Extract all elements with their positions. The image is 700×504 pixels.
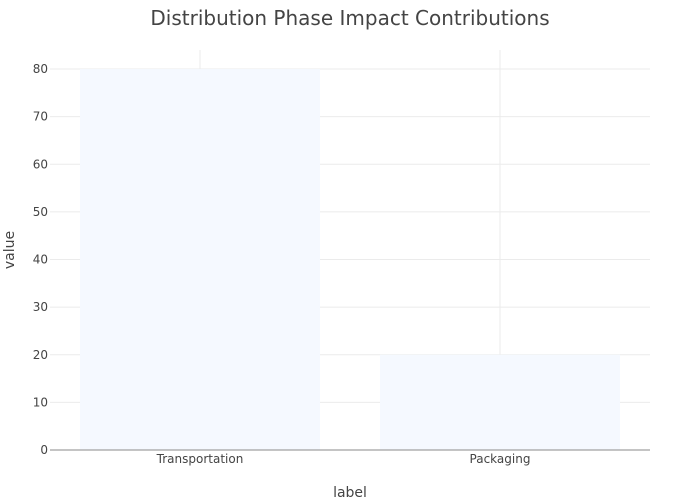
y-tick-label: 80 — [33, 62, 48, 76]
x-axis-title: label — [333, 485, 367, 500]
axes: 0 10 20 30 40 50 60 70 80 Transportation Packaging — [33, 62, 650, 466]
y-tick-label: 10 — [33, 395, 48, 409]
y-tick-label: 40 — [33, 253, 48, 267]
y-tick-label: 20 — [33, 348, 48, 362]
y-axis-title: value — [2, 231, 18, 269]
bars — [80, 69, 620, 451]
chart-title: Distribution Phase Impact Contributions — [150, 6, 549, 30]
bar-transportation[interactable] — [80, 69, 320, 451]
x-tick-label: Packaging — [470, 452, 531, 466]
x-tick-label: Transportation — [156, 452, 244, 466]
bar-packaging[interactable] — [380, 354, 620, 450]
y-tick-label: 0 — [40, 443, 48, 457]
y-tick-label: 60 — [33, 157, 48, 171]
y-tick-label: 50 — [33, 205, 48, 219]
y-tick-label: 70 — [33, 110, 48, 124]
y-tick-label: 30 — [33, 300, 48, 314]
